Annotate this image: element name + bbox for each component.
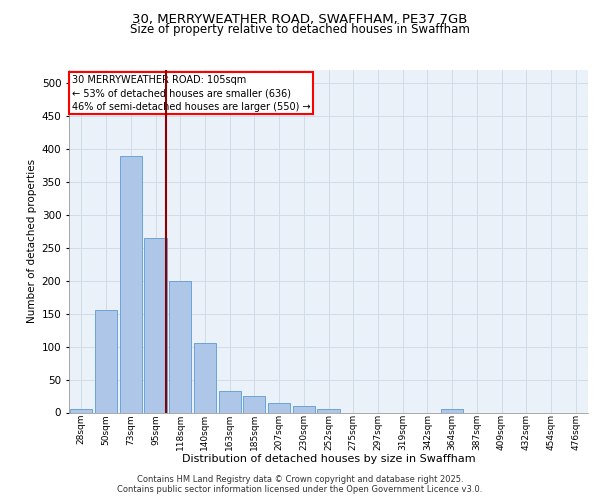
Bar [70, 409, 92, 412]
Text: 30, MERRYWEATHER ROAD, SWAFFHAM, PE37 7GB: 30, MERRYWEATHER ROAD, SWAFFHAM, PE37 7G… [133, 12, 467, 26]
Bar [293, 406, 315, 412]
Y-axis label: Number of detached properties: Number of detached properties [28, 159, 37, 324]
Bar [218, 391, 241, 412]
Bar [317, 409, 340, 412]
X-axis label: Distribution of detached houses by size in Swaffham: Distribution of detached houses by size … [182, 454, 475, 464]
Bar [119, 156, 142, 412]
Bar [169, 281, 191, 412]
Bar [95, 310, 117, 412]
Text: Contains HM Land Registry data © Crown copyright and database right 2025.
Contai: Contains HM Land Registry data © Crown c… [118, 474, 482, 494]
Text: Size of property relative to detached houses in Swaffham: Size of property relative to detached ho… [130, 22, 470, 36]
Bar [194, 344, 216, 412]
Bar [145, 238, 167, 412]
Bar [441, 409, 463, 412]
Bar [243, 396, 265, 412]
Bar [268, 402, 290, 412]
Text: 30 MERRYWEATHER ROAD: 105sqm
← 53% of detached houses are smaller (636)
46% of s: 30 MERRYWEATHER ROAD: 105sqm ← 53% of de… [71, 75, 310, 112]
